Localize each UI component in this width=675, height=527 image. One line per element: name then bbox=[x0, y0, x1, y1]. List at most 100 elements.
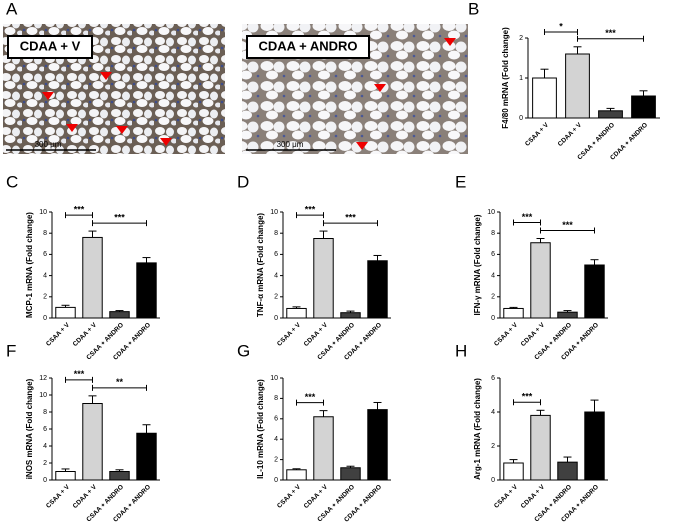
y-tick-label: 4 bbox=[43, 443, 47, 450]
y-tick-label: 0 bbox=[519, 115, 523, 122]
y-tick-label: 2 bbox=[491, 294, 495, 301]
bar bbox=[313, 238, 334, 319]
scale-bar-label: 300 μm bbox=[35, 140, 62, 149]
y-tick-label: 0 bbox=[274, 315, 278, 322]
panel-letter: B bbox=[468, 0, 479, 18]
sig-label: ** bbox=[116, 377, 124, 387]
bar bbox=[313, 416, 334, 481]
bar bbox=[532, 77, 557, 119]
y-tick-label: 4 bbox=[43, 272, 47, 279]
micrograph-2 bbox=[242, 24, 468, 154]
scale-bar-label: 300 μm bbox=[277, 140, 304, 149]
y-tick-label: 1 bbox=[519, 75, 523, 82]
x-tick-label: CDAA + V bbox=[72, 483, 99, 510]
bar bbox=[557, 461, 578, 481]
image-label: CDAA + V bbox=[20, 38, 81, 53]
y-tick-label: 4 bbox=[491, 272, 495, 279]
bar bbox=[367, 409, 388, 481]
y-tick-label: 4 bbox=[274, 272, 278, 279]
y-tick-label: 8 bbox=[274, 230, 278, 237]
y-tick-label: 0 bbox=[274, 477, 278, 484]
x-tick-label: CDAA + ANDRO bbox=[609, 122, 649, 162]
panel-letter: A bbox=[6, 0, 18, 18]
bar bbox=[286, 307, 307, 319]
y-axis-label: MCP-1 mRNA (Fold change) bbox=[25, 212, 34, 318]
x-tick-label: CSAA + V bbox=[45, 321, 72, 348]
bar bbox=[340, 467, 361, 481]
bar bbox=[530, 414, 551, 481]
x-tick-label: CDAA + V bbox=[303, 483, 330, 510]
sig-label: *** bbox=[562, 220, 573, 230]
y-axis-label: F4/80 mRNA (Fold change) bbox=[501, 27, 510, 129]
y-tick-label: 6 bbox=[43, 426, 47, 433]
bar bbox=[503, 462, 524, 481]
micrograph-1 bbox=[3, 24, 225, 154]
y-tick-label: 2 bbox=[491, 443, 495, 450]
y-tick-label: 10 bbox=[487, 209, 495, 216]
y-tick-label: 0 bbox=[43, 315, 47, 322]
y-tick-label: 0 bbox=[491, 477, 495, 484]
y-tick-label: 10 bbox=[39, 392, 47, 399]
panel-letter: C bbox=[6, 172, 18, 191]
sig-label: *** bbox=[114, 212, 125, 222]
bar bbox=[136, 262, 157, 319]
y-tick-label: 2 bbox=[274, 456, 278, 463]
panel-letter: G bbox=[237, 341, 250, 360]
bar bbox=[82, 236, 103, 319]
image-label: CDAA + ANDRO bbox=[258, 38, 357, 53]
x-tick-label: CSAA + V bbox=[493, 483, 520, 510]
y-tick-label: 10 bbox=[270, 209, 278, 216]
sig-label: *** bbox=[605, 28, 616, 38]
sig-label: *** bbox=[74, 204, 85, 214]
y-tick-label: 8 bbox=[491, 230, 495, 237]
y-tick-label: 2 bbox=[274, 294, 278, 301]
y-tick-label: 6 bbox=[274, 416, 278, 423]
sig-label: *** bbox=[305, 204, 316, 214]
y-tick-label: 8 bbox=[43, 230, 47, 237]
sig-label: * bbox=[559, 21, 563, 31]
x-tick-label: CDAA + V bbox=[557, 121, 584, 148]
y-axis-label: IL-10 mRNA (Fold change) bbox=[256, 379, 265, 479]
sig-label: *** bbox=[74, 369, 85, 379]
bar bbox=[598, 110, 623, 119]
bar bbox=[631, 95, 656, 119]
y-tick-label: 2 bbox=[43, 294, 47, 301]
x-tick-label: CSAA + V bbox=[493, 321, 520, 348]
bar bbox=[109, 311, 130, 319]
bar bbox=[55, 471, 76, 481]
panel-letter: D bbox=[237, 172, 249, 191]
bar bbox=[136, 432, 157, 481]
y-tick-label: 6 bbox=[491, 251, 495, 258]
y-tick-label: 6 bbox=[491, 375, 495, 382]
x-tick-label: CDAA + V bbox=[303, 321, 330, 348]
bar bbox=[503, 307, 524, 319]
panel-letter: E bbox=[455, 172, 466, 191]
panel-letter: H bbox=[455, 341, 467, 360]
y-tick-label: 0 bbox=[43, 477, 47, 484]
y-tick-label: 2 bbox=[519, 35, 523, 42]
x-tick-label: CDAA + V bbox=[520, 321, 547, 348]
y-tick-label: 10 bbox=[270, 375, 278, 382]
y-axis-label: IFN-γ mRNA (Fold change) bbox=[473, 214, 482, 315]
bar bbox=[286, 469, 307, 481]
panel-letter: F bbox=[6, 341, 16, 360]
y-tick-label: 10 bbox=[39, 209, 47, 216]
y-tick-label: 8 bbox=[274, 395, 278, 402]
bar bbox=[530, 242, 551, 319]
bar bbox=[557, 311, 578, 319]
x-tick-label: CSAA + V bbox=[276, 321, 303, 348]
bar bbox=[109, 471, 130, 481]
y-tick-label: 0 bbox=[491, 315, 495, 322]
y-axis-label: TNF-α mRNA (Fold change) bbox=[256, 213, 265, 318]
bar bbox=[584, 411, 605, 481]
sig-label: *** bbox=[305, 392, 316, 402]
sig-label: *** bbox=[522, 212, 533, 222]
y-tick-label: 6 bbox=[43, 251, 47, 258]
x-tick-label: CDAA + V bbox=[520, 483, 547, 510]
x-tick-label: CSAA + V bbox=[524, 121, 551, 148]
x-tick-label: CDAA + V bbox=[72, 321, 99, 348]
x-tick-label: CSAA + V bbox=[276, 483, 303, 510]
bar bbox=[340, 312, 361, 319]
bar bbox=[367, 260, 388, 319]
